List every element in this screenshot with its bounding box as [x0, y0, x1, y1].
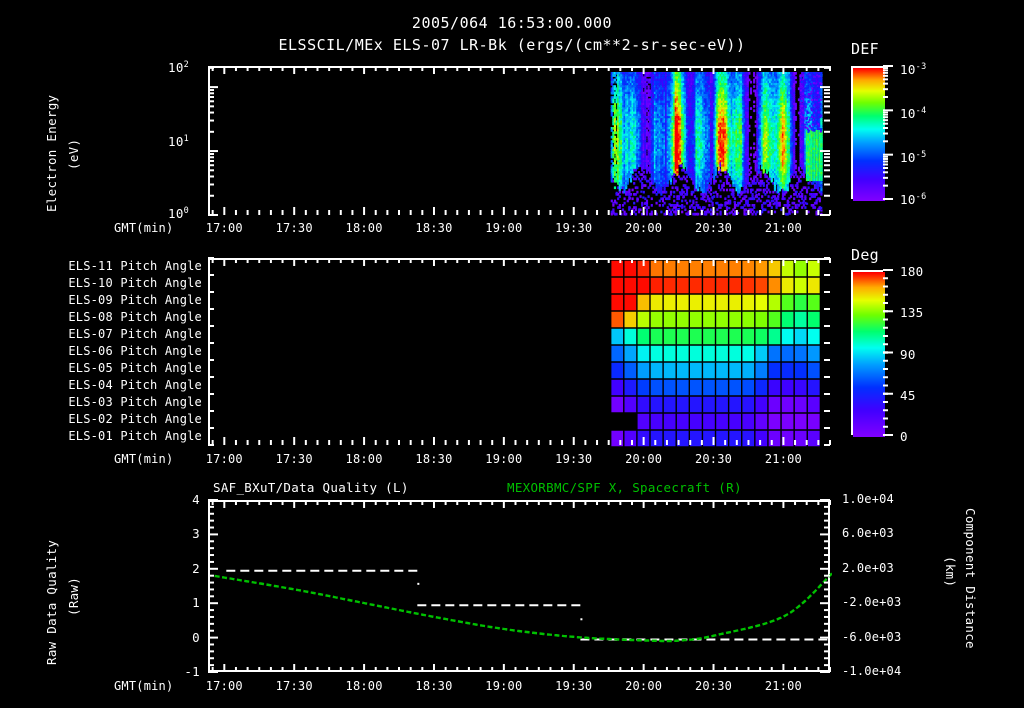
panel3-ylabel-line2: (Raw) — [66, 576, 81, 616]
time-tick-1730: 17:30 — [275, 452, 313, 466]
electron-energy-spectrogram-canvas — [210, 68, 832, 217]
panel3-ytick-0: 0 — [192, 629, 200, 645]
pitch-angle-row-label-10: ELS-10 Pitch Angle — [68, 275, 202, 290]
panel3-y2tick-4: -6.0e+03 — [842, 629, 902, 644]
deg-colorbar-gradient — [853, 272, 885, 437]
deg-tick-135: 135 — [900, 305, 924, 321]
panel1-time-tick-labels: 17:00 17:30 18:00 18:30 19:00 19:30 20:00 20:30… — [0, 221, 1024, 237]
panel3-y2tick-3: -2.0e+03 — [842, 595, 902, 610]
panel1-ytick-1: 101 — [168, 134, 190, 150]
panel1-ytick-0: 100 — [168, 206, 190, 222]
data-quality-canvas — [210, 502, 832, 674]
pitch-angle-row-label-8: ELS-08 Pitch Angle — [68, 309, 202, 324]
panel3-ytick-2: 2 — [192, 560, 200, 576]
panel1-ylabel-text: Electron Energy — [44, 94, 59, 212]
panel1-yunit-text: (eV) — [66, 138, 81, 170]
def-colorbar-gradient — [853, 68, 885, 201]
deg-tick-90: 90 — [900, 346, 916, 362]
panel3-y2tick-1: 6.0e+03 — [842, 526, 894, 541]
panel2-time-tick-labels: 17:00 17:30 18:00 18:30 19:00 19:30 20:00 20:30… — [0, 452, 1024, 468]
def-tick-1e-3: 10-3 — [900, 62, 927, 78]
panel3-title-right: MEXORBMC/SPF X, Spacecraft (R) — [507, 480, 742, 495]
panel3-ytick-3: 3 — [192, 526, 200, 542]
deg-colorbar — [851, 270, 885, 437]
pitch-angle-row-label-7: ELS-07 Pitch Angle — [68, 326, 202, 341]
time-tick-1900: 19:00 — [485, 452, 523, 466]
time-tick-1930: 19:30 — [555, 221, 593, 235]
time-tick-2000: 20:00 — [625, 452, 663, 466]
panel3-time-tick-labels: 17:00 17:30 18:00 18:30 19:00 19:30 20:00 20:30… — [0, 679, 1024, 695]
pitch-angle-row-label-11: ELS-11 Pitch Angle — [68, 258, 202, 273]
deg-tick-45: 45 — [900, 387, 916, 403]
panel3-xaxis-label: GMT(min) — [114, 679, 174, 693]
panel1-ytick-2: 102 — [168, 60, 190, 76]
title-datetime: 2005/064 16:53:00.000 — [411, 14, 613, 32]
time-tick-1830: 18:30 — [415, 452, 453, 466]
pitch-angle-row-label-1: ELS-01 Pitch Angle — [68, 428, 202, 443]
panel2-xaxis-label: GMT(min) — [114, 452, 174, 466]
panel-data-quality-plot[interactable] — [208, 500, 832, 674]
subtitle-text: ELSSCIL/MEx ELS-07 LR-Bk (ergs/(cm**2-sr… — [278, 36, 746, 54]
time-tick-2100: 21:00 — [764, 452, 802, 466]
pitch-angle-canvas — [210, 260, 832, 447]
time-tick-2000: 20:00 — [625, 221, 663, 235]
time-tick-1700: 17:00 — [205, 221, 243, 235]
panel3-ytick--1: -1 — [184, 664, 200, 679]
deg-tick-180: 180 — [900, 264, 924, 279]
panel3-y2label-line1: Component Distance — [963, 508, 978, 649]
time-tick-2000: 20:00 — [625, 679, 663, 693]
panel3-ylabel-line1: Raw Data Quality — [44, 539, 59, 665]
page-subtitle: ELSSCIL/MEx ELS-07 LR-Bk (ergs/(cm**2-sr… — [0, 36, 1024, 54]
deg-tick-0: 0 — [900, 429, 908, 444]
def-colorbar-ticks — [883, 58, 899, 208]
time-tick-1730: 17:30 — [275, 679, 313, 693]
time-tick-1730: 17:30 — [275, 221, 313, 235]
time-tick-2030: 20:30 — [694, 452, 733, 466]
deg-colorbar-ticks — [883, 262, 899, 442]
time-tick-1700: 17:00 — [205, 452, 243, 466]
time-tick-2030: 20:30 — [694, 679, 733, 693]
page-title: 2005/064 16:53:00.000 — [0, 14, 1024, 32]
time-tick-2100: 21:00 — [764, 679, 802, 693]
pitch-angle-row-label-3: ELS-03 Pitch Angle — [68, 394, 202, 409]
panel3-ytick-1: 1 — [192, 595, 200, 611]
time-tick-1700: 17:00 — [205, 679, 243, 693]
pitch-angle-row-label-5: ELS-05 Pitch Angle — [68, 360, 202, 375]
time-tick-1900: 19:00 — [485, 679, 523, 693]
panel1-ylabel-line2: (eV) — [66, 139, 81, 170]
panel-pitch-angle-plot[interactable] — [208, 258, 832, 447]
pitch-angle-row-label-2: ELS-02 Pitch Angle — [68, 411, 202, 426]
time-tick-2100: 21:00 — [764, 221, 802, 235]
panel3-y2label-line2: (km) — [943, 556, 958, 588]
panel1-xaxis-label: GMT(min) — [114, 221, 174, 235]
time-tick-1830: 18:30 — [415, 221, 453, 235]
time-tick-1930: 19:30 — [555, 679, 593, 693]
panel1-ylabel-line1: Electron Energy — [44, 95, 59, 212]
pitch-angle-row-label-9: ELS-09 Pitch Angle — [68, 292, 202, 307]
panel3-y2tick-2: 2.0e+03 — [842, 560, 894, 575]
time-tick-2030: 20:30 — [694, 221, 733, 235]
def-tick-1e-4: 10-4 — [900, 106, 927, 122]
time-tick-1930: 19:30 — [555, 452, 593, 466]
time-tick-1800: 18:00 — [345, 221, 383, 235]
def-tick-1e-5: 10-5 — [900, 150, 927, 166]
time-tick-1800: 18:00 — [345, 679, 383, 693]
pitch-angle-row-label-4: ELS-04 Pitch Angle — [68, 377, 202, 392]
panel3-ytick-4: 4 — [192, 492, 200, 507]
panel-electron-energy-plot[interactable] — [208, 66, 832, 217]
time-tick-1900: 19:00 — [485, 221, 523, 235]
def-tick-1e-6: 10-6 — [900, 192, 927, 208]
def-colorbar — [851, 66, 885, 201]
panel3-y2tick-5: -1.0e+04 — [842, 664, 902, 678]
panel3-y2tick-0: 1.0e+04 — [842, 492, 894, 506]
def-colorbar-title: DEF — [851, 40, 879, 58]
time-tick-1830: 18:30 — [415, 679, 453, 693]
time-tick-1800: 18:00 — [345, 452, 383, 466]
deg-colorbar-title: Deg — [851, 246, 879, 264]
pitch-angle-row-label-6: ELS-06 Pitch Angle — [68, 343, 202, 358]
panel3-title-left: SAF_BXuT/Data Quality (L) — [213, 480, 409, 495]
